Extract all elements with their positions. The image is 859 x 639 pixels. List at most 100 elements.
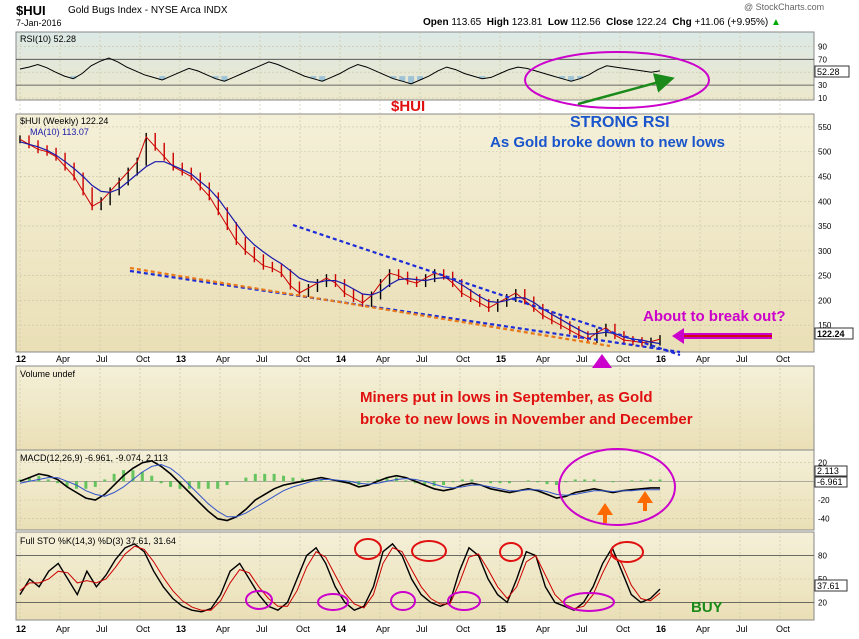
rsi-value-text: 52.28 — [817, 67, 840, 77]
x-tick-label: 14 — [336, 354, 346, 364]
y-tick-label: 250 — [818, 272, 832, 281]
x-tick-label: Oct — [296, 354, 311, 364]
annot-miners-1: Miners put in lows in September, as Gold — [360, 389, 653, 406]
ma-line — [19, 141, 661, 345]
x-tick-label-bottom: Apr — [376, 624, 390, 634]
sto-d-line — [19, 545, 661, 611]
axis-ticks: 12 12 Apr Apr Jul Jul Oct Oct 13 13 Apr Apr Jul Jul Oc… — [16, 42, 832, 634]
y-tick-label: 80 — [818, 552, 827, 561]
x-tick-label: 13 — [176, 354, 186, 364]
x-tick-label-bottom: Jul — [96, 624, 108, 634]
y-tick-label: 400 — [818, 197, 832, 206]
lower-trendline — [129, 269, 681, 354]
price-label: $HUI (Weekly) 122.24 — [20, 116, 108, 126]
x-tick-label-bottom: Oct — [136, 624, 151, 634]
x-tick-label-bottom: Apr — [56, 624, 70, 634]
x-tick-label: Apr — [216, 354, 230, 364]
upper-trendline — [292, 223, 681, 357]
ma-label: MA(10) 113.07 — [30, 127, 89, 137]
x-tick-label-bottom: Oct — [456, 624, 471, 634]
x-tick-label-bottom: Apr — [696, 624, 710, 634]
y-tick-label: 350 — [818, 222, 832, 231]
chart-header: $HUI Gold Bugs Index - NYSE Arca INDX 7-… — [0, 0, 859, 30]
x-tick-label-bottom: Oct — [776, 624, 791, 634]
x-tick-label-bottom: 16 — [656, 624, 666, 634]
macd-panel — [15, 449, 815, 531]
x-tick-label-bottom: Apr — [216, 624, 230, 634]
volume-panel — [15, 365, 815, 451]
x-tick-label: Apr — [536, 354, 550, 364]
x-tick-label-bottom: Jul — [416, 624, 428, 634]
macd-up-arrow-1 — [597, 503, 613, 523]
y-tick-label: 30 — [818, 81, 827, 90]
chart-date: 7-Jan-2016 — [16, 18, 62, 28]
annot-strong-rsi: STRONG RSI — [570, 114, 670, 131]
annot-as-gold: As Gold broke down to new lows — [490, 134, 725, 151]
x-tick-label-bottom: Apr — [536, 624, 550, 634]
macd-hist-tag — [814, 465, 848, 477]
x-tick-label: Jul — [576, 354, 588, 364]
macd-value-tag — [814, 476, 848, 488]
price-line — [19, 135, 661, 344]
y-tick-label: 300 — [818, 247, 832, 256]
x-tick-label: Oct — [616, 354, 631, 364]
rsi-label: RSI(10) 52.28 — [20, 34, 76, 44]
price-up-arrow — [592, 354, 612, 368]
macd-signal-line — [19, 463, 660, 518]
x-tick-label: Apr — [696, 354, 710, 364]
rsi-line — [19, 57, 661, 85]
y-tick-label: 10 — [818, 94, 827, 103]
sto-value-text: 37.61 — [817, 581, 840, 591]
x-tick-label: 16 — [656, 354, 666, 364]
y-tick-label: 90 — [818, 42, 827, 51]
macd-highlight-ellipse — [558, 448, 676, 526]
macd-hist-text: 2.113 — [817, 466, 839, 476]
y-tick-label: 500 — [818, 148, 832, 157]
x-tick-label: Apr — [376, 354, 390, 364]
stockcharts-brand: @ StockCharts.com — [744, 2, 825, 12]
x-tick-label-bottom: 14 — [336, 624, 346, 634]
price-value-text: 122.24 — [817, 329, 845, 339]
y-tick-label: 200 — [818, 296, 832, 305]
x-tick-label-bottom: 15 — [496, 624, 506, 634]
macd-label: MACD(12,26,9) -6.961, -9.074, 2.113 — [20, 453, 168, 463]
rsi-panel — [15, 31, 815, 101]
rsi-highlight-ellipse — [524, 51, 710, 109]
sto-label: Full STO %K(14,3) %D(3) 37.61, 31.64 — [20, 536, 176, 546]
x-tick-label-bottom: Jul — [736, 624, 748, 634]
x-tick-label-bottom: Jul — [576, 624, 588, 634]
x-tick-label: Jul — [96, 354, 108, 364]
sto-value-tag — [814, 579, 848, 592]
macd-value-text: -6.961 — [817, 477, 843, 487]
x-tick-label-bottom: Oct — [616, 624, 631, 634]
y-tick-label: -40 — [818, 515, 830, 524]
y-tick-label: 70 — [818, 55, 827, 64]
x-tick-label-bottom: 12 — [16, 624, 26, 634]
macd-up-arrow-2 — [637, 491, 653, 511]
x-tick-label: Oct — [776, 354, 791, 364]
y-tick-label: 20 — [818, 598, 827, 607]
y-tick-label: 450 — [818, 173, 832, 182]
index-name: Gold Bugs Index - NYSE Arca INDX — [68, 5, 228, 16]
annot-breakout: About to break out? — [643, 308, 786, 325]
x-tick-label: Oct — [136, 354, 151, 364]
data-series — [18, 57, 662, 613]
x-tick-label: 12 — [16, 354, 26, 364]
symbol: $HUI — [16, 3, 46, 18]
x-tick-label: Oct — [456, 354, 471, 364]
annot-hui: $HUI — [391, 98, 425, 115]
x-tick-label: Jul — [736, 354, 748, 364]
annot-buy: BUY — [691, 599, 723, 616]
macd-line — [19, 459, 660, 522]
rsi-value-tag — [814, 65, 850, 78]
x-tick-label-bottom: Oct — [296, 624, 311, 634]
x-tick-label: Apr — [56, 354, 70, 364]
y-tick-label: 550 — [818, 123, 832, 132]
x-tick-label: Jul — [256, 354, 268, 364]
annot-miners-2: broke to new lows in November and Decemb… — [360, 411, 693, 428]
x-tick-label-bottom: Jul — [256, 624, 268, 634]
y-tick-label: -20 — [818, 496, 830, 505]
x-tick-label: Jul — [416, 354, 428, 364]
y-tick-label: 20 — [818, 459, 827, 468]
